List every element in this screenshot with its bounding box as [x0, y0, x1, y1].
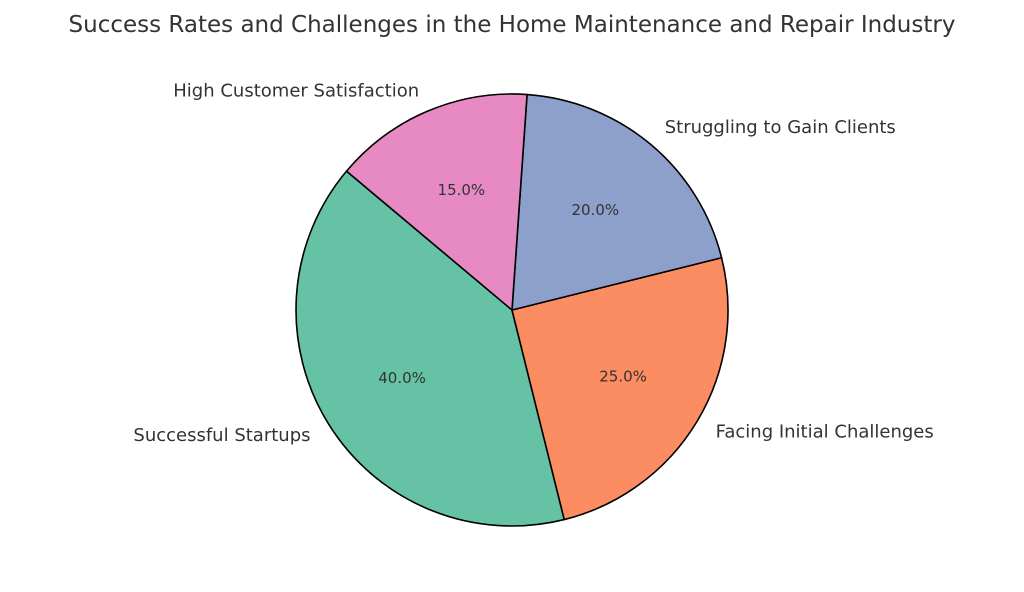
pie-slices — [295, 93, 729, 527]
slice-label-facing-initial-challenges: Facing Initial Challenges — [716, 421, 934, 442]
slice-label-successful-startups: Successful Startups — [133, 425, 310, 446]
pie-labels: Successful Startups 40.0% Facing Initial C… — [133, 80, 933, 446]
slice-percent-facing-initial-challenges: 25.0% — [599, 367, 647, 385]
slice-percent-successful-startups: 40.0% — [378, 369, 426, 387]
slice-label-struggling-to-gain-clients: Struggling to Gain Clients — [665, 117, 896, 138]
pie-slice-struggling-to-gain-clients — [511, 93, 723, 311]
slice-percent-struggling-to-gain-clients: 20.0% — [571, 201, 619, 219]
slice-percent-high-customer-satisfaction: 15.0% — [438, 181, 486, 199]
pie-slice-facing-initial-challenges — [511, 256, 729, 521]
slice-label-high-customer-satisfaction: High Customer Satisfaction — [173, 80, 419, 101]
chart-title: Success Rates and Challenges in the Home… — [69, 12, 956, 38]
pie-slice-high-customer-satisfaction — [345, 93, 528, 311]
pie-slice-successful-startups — [295, 170, 566, 527]
